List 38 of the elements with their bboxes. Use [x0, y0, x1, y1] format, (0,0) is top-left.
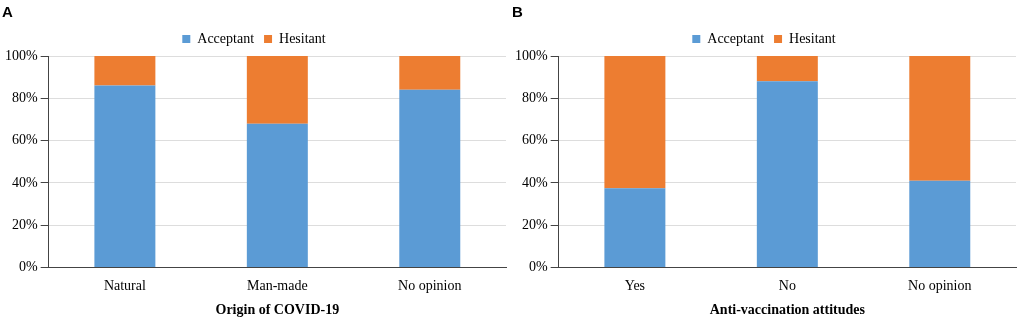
bar: [604, 56, 666, 189]
bar: [756, 56, 818, 82]
x-tick-label: Man-made: [247, 278, 308, 294]
legend-label: Hesitant: [279, 30, 326, 46]
bar: [909, 180, 971, 267]
y-tick-label: 0%: [18, 259, 38, 275]
y-tick-label: 40%: [521, 174, 548, 190]
y-tick-label: 60%: [521, 132, 548, 148]
y-tick-label: 80%: [11, 89, 38, 105]
chart-title: A: [2, 3, 13, 21]
legend-label: Acceptant: [707, 30, 765, 46]
y-tick-label: 0%: [528, 259, 548, 275]
bar: [246, 56, 308, 124]
y-tick-label: 80%: [521, 89, 548, 105]
x-axis-title: Origin of COVID-19: [215, 302, 340, 318]
legend-label: Acceptant: [197, 30, 255, 46]
y-tick-label: 100%: [4, 47, 38, 63]
bar: [399, 56, 461, 90]
bar: [246, 123, 308, 267]
x-tick-label: No opinion: [908, 278, 972, 294]
x-axis-title: Anti-vaccination attitudes: [709, 302, 866, 318]
x-tick-label: Yes: [624, 278, 646, 294]
x-tick-label: Natural: [103, 278, 146, 294]
x-tick-label: No opinion: [398, 278, 462, 294]
bar: [909, 56, 971, 181]
y-tick-label: 20%: [521, 216, 548, 232]
bar: [604, 188, 666, 267]
bar: [756, 81, 818, 267]
bar: [94, 85, 156, 267]
bar: [94, 56, 156, 86]
y-tick-label: 20%: [11, 216, 38, 232]
y-tick-label: 60%: [11, 132, 38, 148]
y-tick-label: 40%: [11, 174, 38, 190]
chart-title: B: [512, 3, 523, 21]
y-tick-label: 100%: [514, 47, 548, 63]
x-tick-label: No: [778, 278, 796, 294]
legend-label: Hesitant: [789, 30, 836, 46]
bar: [399, 89, 461, 267]
